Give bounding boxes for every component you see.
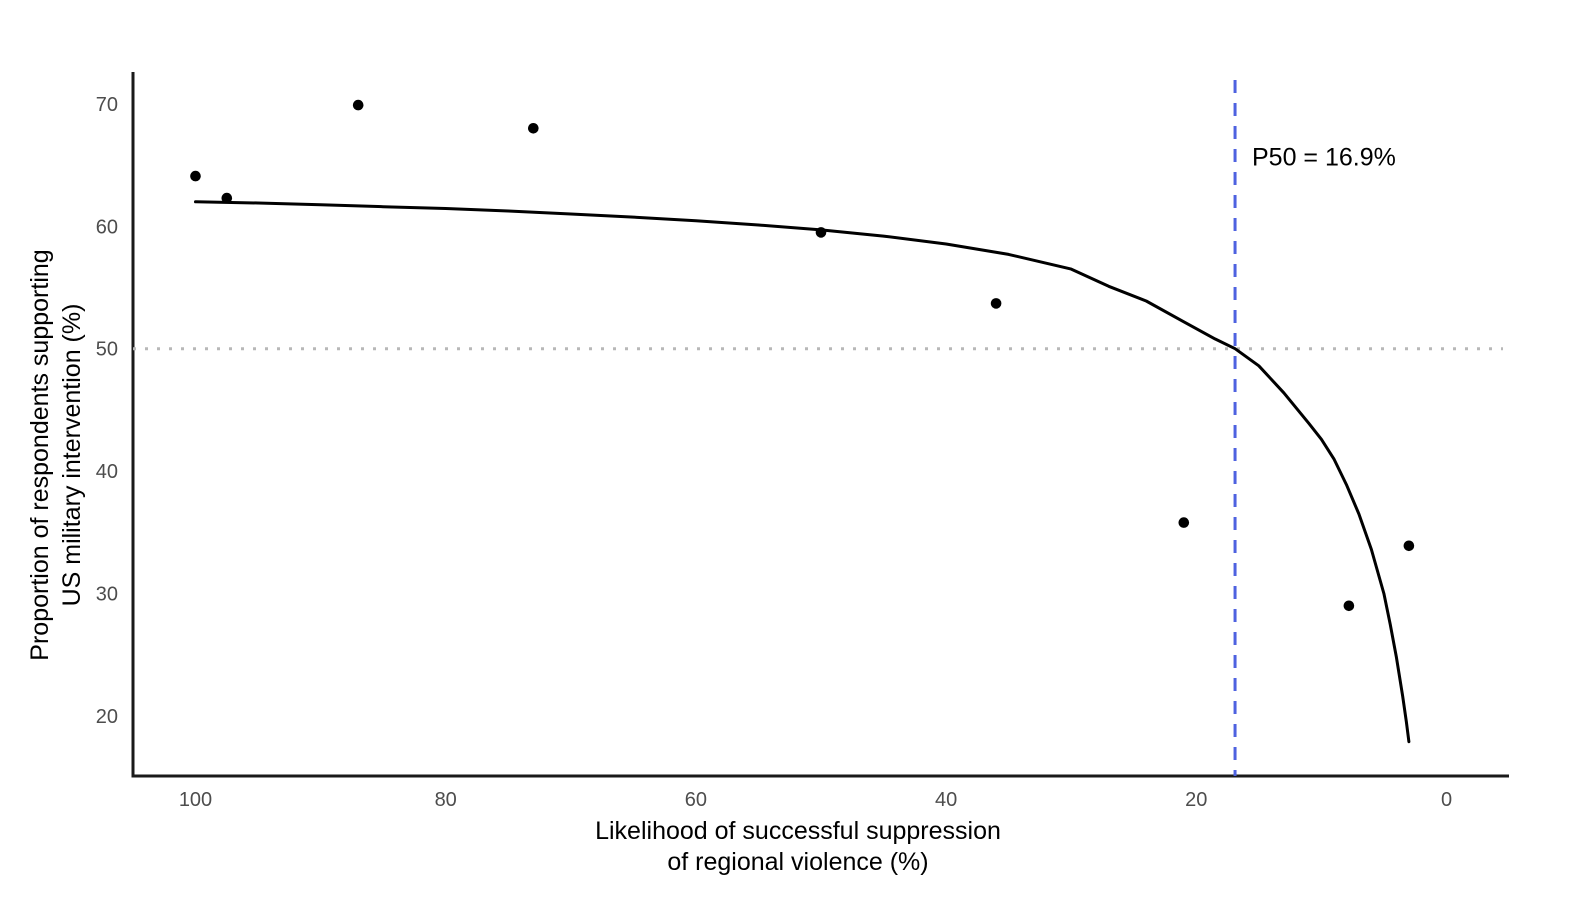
p50-annotation-label: P50 = 16.9% bbox=[1252, 143, 1396, 172]
x-tick-label: 80 bbox=[435, 789, 457, 811]
data-point bbox=[1343, 600, 1355, 612]
data-point bbox=[815, 227, 827, 238]
y-axis-title: Proportion of respondents supporting US … bbox=[24, 249, 88, 660]
x-tick-label: 0 bbox=[1441, 789, 1452, 811]
x-axis-title-line1: Likelihood of successful suppression bbox=[595, 817, 1001, 845]
y-tick-label: 40 bbox=[96, 461, 118, 483]
x-tick-label: 100 bbox=[179, 789, 212, 811]
x-axis-title-line2: of regional violence (%) bbox=[667, 848, 929, 876]
x-axis-title: Likelihood of successful suppression of … bbox=[595, 816, 1001, 878]
data-point bbox=[190, 170, 201, 182]
data-point bbox=[528, 123, 539, 134]
x-tick-label: 60 bbox=[685, 789, 707, 811]
y-tick-label: 20 bbox=[96, 706, 118, 728]
y-tick-label: 50 bbox=[96, 339, 118, 361]
y-tick-label: 60 bbox=[96, 216, 118, 238]
fit-curve bbox=[194, 200, 1411, 744]
data-point bbox=[221, 192, 233, 204]
x-tick-label: 40 bbox=[935, 789, 957, 811]
y-tick-label: 70 bbox=[96, 94, 118, 116]
x-tick-label: 20 bbox=[1185, 789, 1207, 811]
data-point bbox=[1178, 517, 1190, 528]
data-point bbox=[1403, 540, 1415, 552]
data-point bbox=[352, 99, 364, 111]
y-axis-title-line1: Proportion of respondents supporting bbox=[26, 249, 54, 661]
y-axis-title-line2: US military intervention (%) bbox=[58, 303, 86, 607]
data-point bbox=[990, 298, 1002, 309]
y-tick-label: 30 bbox=[96, 584, 118, 606]
axis-lines bbox=[131, 72, 1509, 778]
